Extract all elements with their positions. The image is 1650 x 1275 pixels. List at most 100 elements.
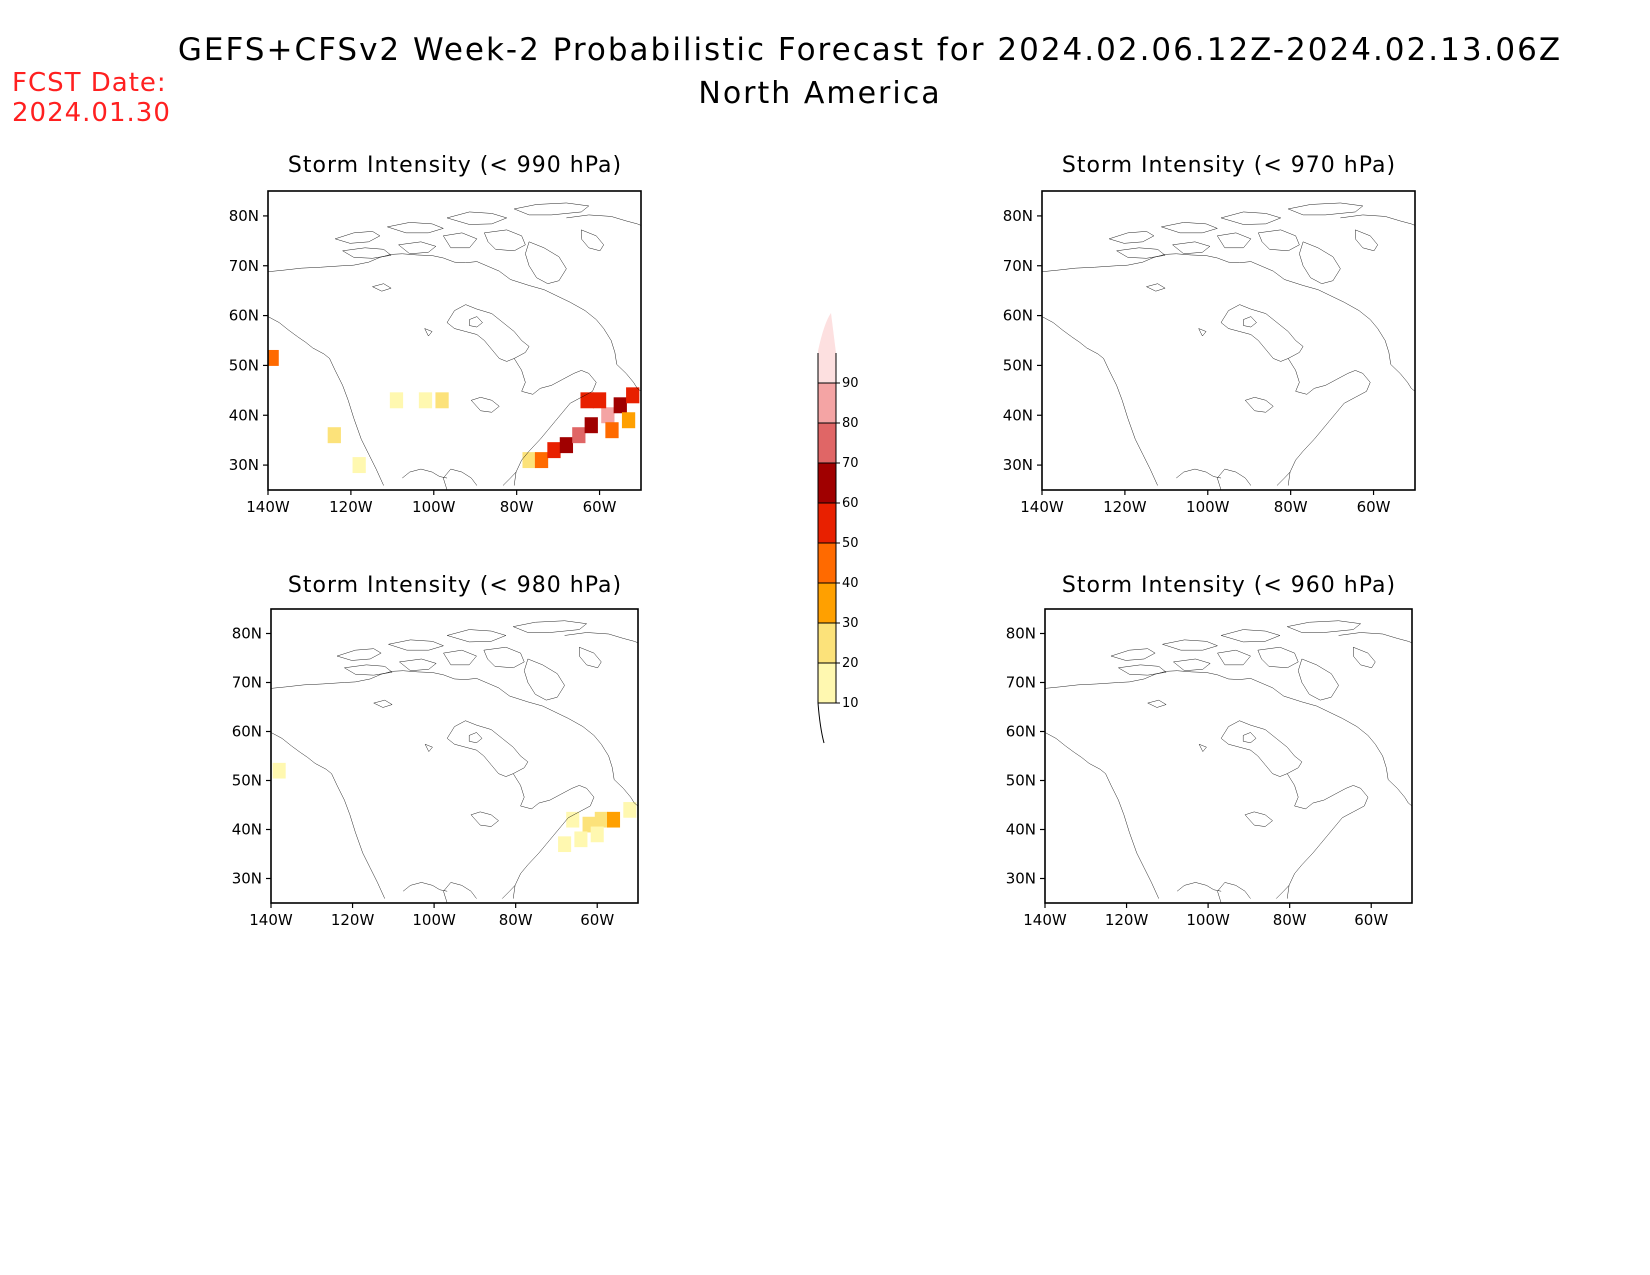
probability-cell [592,392,607,409]
lat-tick-label: 60N [1006,723,1036,741]
probability-cell [623,802,637,818]
probability-cell [607,811,621,828]
probability-cell [352,457,366,474]
lon-tick-label: 140W [246,498,290,516]
colorbar-segment [818,463,836,503]
colorbar-label: 80 [842,416,859,431]
colorbar-label: 30 [842,616,859,631]
lon-tick-label: 100W [1186,911,1230,929]
probability-cell [605,422,619,439]
map-panel-3: Storm Intensity (< 980 hPa) 30N 40N 50N 60N 7… [232,573,639,929]
probability-cell [574,831,588,848]
probability-cell [580,392,594,409]
lat-tick-label: 30N [232,870,262,888]
panel-title: Storm Intensity (< 990 hPa) [288,153,622,178]
colorbar-label: 20 [842,656,859,671]
lon-tick-label: 60W [1354,911,1388,929]
lat-tick-label: 70N [1006,674,1036,692]
forecast-date-label: FCST Date: 2024.01.30 [12,68,171,128]
lon-tick-label: 60W [583,498,617,516]
lon-tick-label: 120W [1105,911,1149,929]
lon-tick-label: 60W [580,911,614,929]
map-frame [270,608,639,904]
probability-cell [566,811,580,828]
lat-tick-label: 40N [232,821,262,839]
colorbar-label: 90 [842,376,859,391]
lat-tick-label: 80N [229,207,259,225]
probability-cell [558,836,572,853]
colorbar-label: 70 [842,456,859,471]
coastline [1045,620,1412,903]
lat-tick-label: 40N [1006,821,1036,839]
colorbar-segment [818,383,836,423]
probability-cell [389,392,404,409]
probability-cell [547,442,561,459]
probability-cell [584,417,598,434]
colorbar-segment [818,583,836,623]
region-subtitle: North America [698,76,942,111]
colorbar-label: 60 [842,496,859,511]
map-panel-4: Storm Intensity (< 960 hPa) 30N 40N 50N 60N 7… [1006,573,1413,929]
lat-tick-label: 50N [232,772,262,790]
lat-tick-label: 80N [232,625,262,643]
colorbar-label: 10 [842,696,859,711]
lat-tick-label: 30N [1003,456,1033,474]
coastline [271,620,638,903]
lat-tick-label: 80N [1006,625,1036,643]
lon-tick-label: 80W [499,911,533,929]
probability-cells [268,349,640,474]
probability-cell [601,407,615,424]
lat-tick-label: 40N [1003,406,1033,424]
lon-tick-label: 80W [500,498,534,516]
lat-tick-label: 70N [1003,257,1033,275]
probability-cell [559,437,574,454]
probability-cell [626,387,640,404]
lon-tick-label: 120W [331,911,375,929]
lon-tick-label: 100W [412,911,456,929]
probability-cell [522,452,536,469]
lon-tick-label: 100W [412,498,456,516]
lon-tick-label: 120W [1103,498,1147,516]
forecast-date-caption: FCST Date: [12,68,167,98]
map-panel-1: Storm Intensity (< 990 hPa) 30N 40N 50N 60N 7… [229,153,642,516]
colorbar-label: 40 [842,576,859,591]
forecast-date-value: 2024.01.30 [12,98,171,128]
colorbar-label: 50 [842,536,859,551]
panel-title: Storm Intensity (< 980 hPa) [288,573,622,598]
probability-cell [613,397,627,414]
probability-cell [418,392,433,409]
main-title: GEFS+CFSv2 Week-2 Probabilistic Forecast… [177,32,1563,68]
lon-tick-label: 100W [1186,498,1230,516]
probability-cell [621,412,636,429]
lon-tick-label: 60W [1357,498,1391,516]
lat-tick-label: 30N [1006,870,1036,888]
panel-title: Storm Intensity (< 970 hPa) [1062,153,1396,178]
map-frame [1041,190,1416,491]
lat-tick-label: 50N [229,356,259,374]
colorbar-segment [818,663,836,703]
probability-colorbar: 10 20 30 40 50 60 70 80 90 [817,313,859,744]
probability-cell [594,811,608,828]
lat-tick-label: 70N [229,257,259,275]
lat-tick-label: 40N [229,406,259,424]
probability-cell [268,349,279,366]
lon-tick-label: 80W [1274,498,1308,516]
lat-tick-label: 50N [1006,772,1036,790]
map-panel-2: Storm Intensity (< 970 hPa) 30N 40N 50N 60N 7… [1003,153,1416,516]
probability-cell [272,762,286,779]
map-frame [267,190,642,491]
colorbar-segment [818,313,836,383]
lat-tick-label: 60N [1003,307,1033,325]
probability-cell [590,826,604,843]
panel-title: Storm Intensity (< 960 hPa) [1062,573,1396,598]
lat-tick-label: 60N [229,307,259,325]
lon-tick-label: 140W [249,911,293,929]
probability-cell [572,427,586,444]
lat-tick-label: 70N [232,674,262,692]
probability-cells [272,762,637,853]
lat-tick-label: 50N [1003,356,1033,374]
lat-tick-label: 30N [229,456,259,474]
colorbar-segment [818,543,836,583]
probability-cell [327,427,341,444]
